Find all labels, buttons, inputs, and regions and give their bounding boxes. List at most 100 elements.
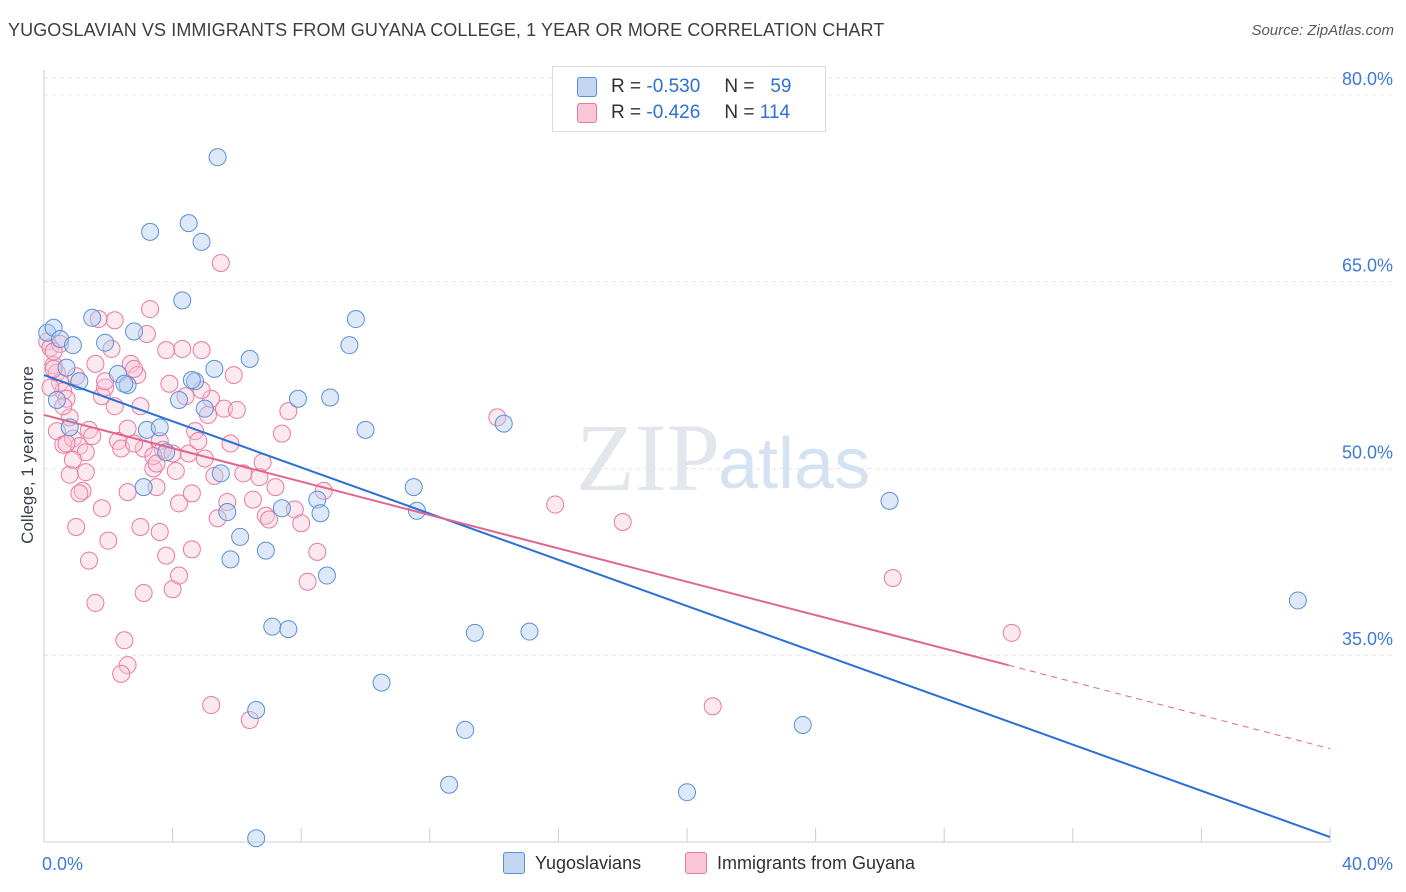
legend-r-value-2: -0.426 [646, 102, 701, 123]
point-yugoslavian [263, 617, 282, 636]
point-yugoslavian [231, 527, 250, 546]
bottom-legend-label-1: Yugoslavians [535, 852, 642, 873]
point-guyana [266, 478, 285, 497]
y-tick-label: 80.0% [1342, 69, 1393, 89]
point-guyana [160, 374, 179, 393]
point-yugoslavian [192, 232, 211, 251]
point-yugoslavian [47, 390, 66, 409]
point-yugoslavian [404, 478, 423, 497]
point-guyana [118, 483, 137, 502]
legend-row-guyana: R = -0.426 N = 114 [577, 100, 790, 126]
point-guyana [215, 399, 234, 418]
point-yugoslavian [346, 310, 365, 329]
point-guyana [224, 366, 243, 385]
point-guyana [157, 546, 176, 565]
watermark-zip: ZIP [576, 404, 720, 511]
legend-n-label-1: N = [724, 76, 755, 97]
point-guyana [173, 339, 192, 358]
point-yugoslavian [83, 308, 102, 327]
point-guyana [170, 566, 189, 585]
point-yugoslavian [57, 358, 76, 377]
bottom-legend-guyana: Immigrants from Guyana [685, 852, 915, 874]
axes [43, 70, 1331, 843]
point-guyana [60, 465, 79, 484]
point-guyana [279, 402, 298, 421]
point-yugoslavian [170, 390, 189, 409]
point-guyana [189, 432, 208, 451]
point-guyana [63, 450, 82, 469]
point-yugoslavian [182, 371, 201, 390]
trendline-yugoslavians [43, 374, 1331, 838]
source-label: Source: ZipAtlas.com [1251, 22, 1394, 39]
point-yugoslavian [678, 783, 696, 802]
point-yugoslavian [125, 322, 144, 341]
point-yugoslavian [308, 490, 327, 509]
point-guyana [80, 551, 99, 570]
point-guyana [227, 400, 246, 419]
point-guyana [105, 311, 124, 330]
y-tick-label: 65.0% [1342, 256, 1393, 276]
point-guyana [211, 254, 230, 272]
point-guyana [208, 509, 227, 528]
point-yugoslavian [221, 550, 240, 569]
point-guyana [121, 354, 140, 373]
point-yugoslavian [211, 464, 230, 483]
point-yugoslavian [256, 541, 275, 560]
point-yugoslavian [272, 499, 291, 518]
point-yugoslavian [279, 620, 298, 639]
point-yugoslavian [247, 701, 266, 720]
point-guyana [272, 424, 291, 443]
legend-n-label-2: N = [724, 102, 755, 123]
trendline-guyana [43, 413, 1009, 667]
trend-lines [43, 374, 1331, 838]
point-yugoslavian [880, 491, 899, 510]
point-guyana [221, 434, 240, 453]
point-yugoslavian [44, 318, 63, 337]
point-yugoslavian [205, 359, 224, 378]
point-guyana [86, 593, 105, 612]
bottom-legend-swatch-pink [685, 852, 707, 874]
point-guyana [170, 494, 189, 513]
point-guyana [86, 354, 105, 373]
point-guyana [60, 408, 79, 427]
point-yugoslavian [115, 374, 134, 393]
point-guyana [883, 569, 902, 588]
point-yugoslavian [63, 336, 82, 355]
point-guyana [99, 531, 118, 550]
point-yugoslavian [311, 504, 330, 523]
point-guyana [157, 341, 176, 360]
point-yugoslavian [195, 399, 214, 418]
point-guyana [166, 461, 185, 480]
bottom-legend-label-2: Immigrants from Guyana [717, 852, 916, 873]
point-yugoslavian [96, 333, 115, 352]
point-yugoslavian [321, 388, 340, 407]
point-guyana [73, 481, 92, 500]
point-guyana [240, 710, 259, 729]
point-yugoslavian [456, 720, 475, 739]
point-guyana [703, 697, 722, 716]
legend-r-label-2: R = [611, 102, 642, 123]
point-guyana [76, 463, 95, 482]
x-tick-label: 0.0% [42, 854, 83, 874]
y-tick-label: 50.0% [1342, 442, 1393, 462]
point-yugoslavian [465, 623, 484, 642]
point-yugoslavian [240, 349, 259, 368]
point-yugoslavian [494, 414, 513, 433]
point-yugoslavian [179, 214, 198, 233]
point-yugoslavian [208, 148, 227, 167]
point-yugoslavian [173, 291, 192, 310]
point-guyana [182, 484, 201, 503]
legend-r-value-1: -0.530 [646, 76, 701, 97]
correlation-legend: R = -0.530 N = 59 R = -0.426 N = 114 [552, 66, 826, 132]
point-yugoslavian [793, 715, 812, 734]
bottom-legend-swatch-blue [503, 852, 525, 874]
point-guyana [546, 495, 565, 514]
point-guyana [70, 484, 89, 503]
point-guyana [292, 514, 311, 533]
point-yugoslavian [372, 673, 391, 692]
point-yugoslavian [134, 478, 153, 497]
point-yugoslavian [340, 336, 359, 355]
point-yugoslavian [218, 503, 237, 522]
point-guyana [260, 510, 279, 529]
point-guyana [202, 696, 221, 715]
